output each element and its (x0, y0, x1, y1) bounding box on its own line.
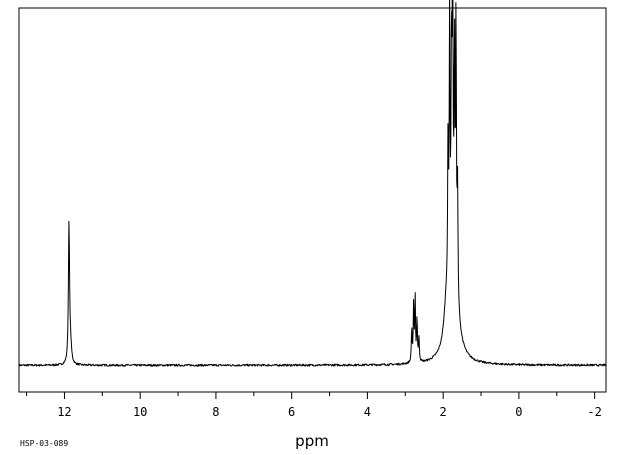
x-tick-label: 4 (364, 405, 371, 419)
plot-frame (18, 7, 607, 393)
x-tick-label: 10 (133, 405, 147, 419)
x-axis-tick-labels: 12 10 8 6 4 2 0 -2 (57, 405, 602, 419)
x-tick-label: 12 (57, 405, 71, 419)
x-tick-label: 6 (288, 405, 295, 419)
x-tick-label: -2 (587, 405, 601, 419)
x-tick-label: 2 (440, 405, 447, 419)
x-tick-label: 8 (212, 405, 219, 419)
x-axis-ticks (26, 392, 596, 399)
x-axis-label: ppm (295, 432, 329, 450)
x-tick-label: 0 (515, 405, 522, 419)
sample-id-label: HSP-03-089 (20, 439, 68, 448)
spectrum-trace (18, 0, 607, 367)
